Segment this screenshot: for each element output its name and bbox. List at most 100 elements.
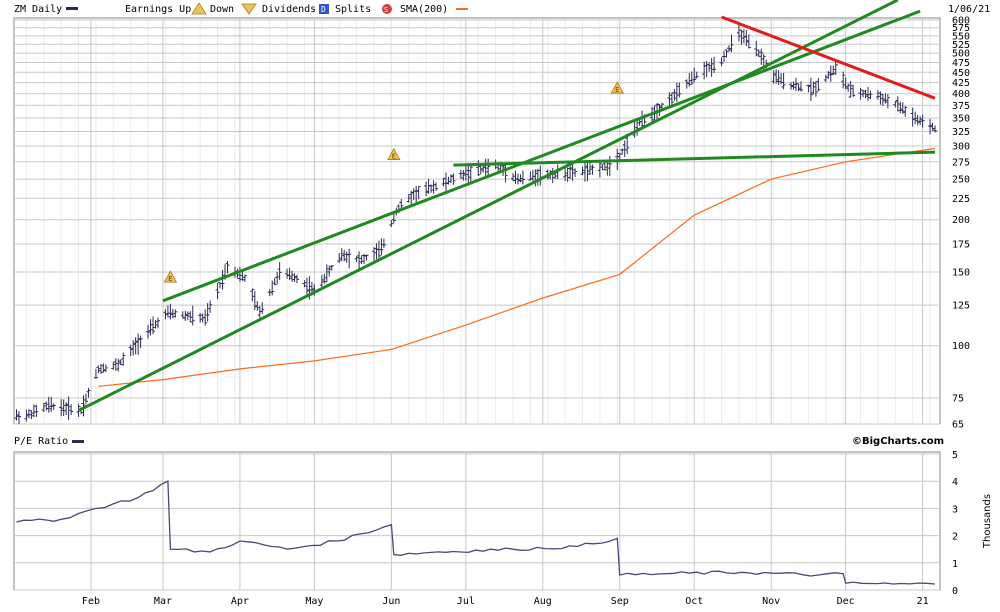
price-bar: [128, 344, 133, 357]
price-bar: [198, 313, 203, 323]
price-bar: [93, 368, 98, 379]
price-bar: [811, 81, 816, 95]
price-bar: [188, 311, 193, 323]
pe-header-band: [14, 434, 1000, 452]
price-bar: [823, 74, 828, 83]
price-bar: [481, 164, 486, 173]
price-bar: [483, 158, 488, 177]
pe-y-tick-label: 0: [952, 586, 958, 597]
price-bar: [391, 213, 396, 224]
price-bar: [903, 105, 908, 117]
price-bar: [918, 116, 923, 125]
price-bar: [287, 267, 292, 281]
price-bar: [712, 56, 717, 74]
price-bar: [875, 90, 880, 100]
price-bar: [746, 34, 751, 49]
price-bar: [893, 100, 898, 108]
price-bar: [364, 254, 369, 261]
earnings-down-icon: [241, 3, 257, 15]
price-bar: [339, 248, 344, 262]
price-bar: [29, 410, 34, 420]
price-panel-frame: [13, 17, 941, 425]
pe-title: P/E Ratio: [14, 436, 68, 447]
price-bar: [689, 71, 694, 85]
pe-y-tick-label: 4: [952, 477, 958, 488]
price-bar: [910, 107, 915, 127]
y-tick-label: 450: [952, 68, 970, 79]
price-bar: [275, 271, 280, 285]
price-bar: [153, 319, 158, 329]
y-tick-label: 75: [952, 393, 964, 404]
price-bar: [878, 91, 883, 105]
x-tick-label: Jul: [457, 596, 475, 607]
price-bar: [290, 270, 295, 282]
price-bar: [443, 172, 448, 191]
price-bar: [14, 409, 19, 421]
price-bar: [798, 81, 803, 92]
price-bar: [687, 73, 692, 87]
red-trendline: [720, 15, 936, 100]
pe-line: [16, 480, 936, 585]
price-bar: [347, 248, 352, 269]
price-bar: [913, 111, 918, 124]
y-tick-label: 575: [952, 23, 970, 34]
price-bar: [416, 185, 421, 200]
price-bar: [406, 194, 411, 203]
price-bar: [250, 288, 255, 302]
price-bar: [719, 57, 724, 67]
price-bar: [26, 409, 31, 419]
x-tick-label: Nov: [762, 596, 780, 607]
x-axis: Feb Mar Apr May Jun Jul Aug Sep Oct Nov Dec 21: [82, 596, 929, 607]
price-bar: [843, 77, 848, 90]
price-bar: [285, 268, 290, 279]
price-bar: [622, 140, 627, 157]
price-bar: [441, 177, 446, 187]
price-bar: [928, 118, 933, 135]
price-bar: [118, 359, 123, 366]
price-bar: [381, 238, 386, 249]
price-bar: [319, 274, 324, 289]
price-bar: [704, 60, 709, 78]
price-bar: [225, 261, 230, 274]
price-bar: [607, 155, 612, 177]
price-bar: [170, 308, 175, 319]
price-bar: [324, 264, 329, 283]
x-tick-label: Oct: [685, 596, 703, 607]
price-bar: [302, 280, 307, 288]
pe-legend-swatch: [72, 440, 84, 443]
price-bar: [431, 180, 436, 194]
price-bar: [121, 352, 126, 366]
price-bar: [754, 40, 759, 57]
earnings-up-icon: [191, 2, 207, 15]
price-bar: [930, 122, 935, 131]
price-bar: [515, 173, 520, 185]
price-bar: [672, 88, 677, 101]
y-tick-label: 400: [952, 89, 970, 100]
chart-date: 1/06/21: [948, 4, 990, 15]
x-tick-label: 21: [917, 596, 929, 607]
price-bar: [322, 273, 327, 284]
price-bar: [565, 167, 570, 182]
price-bar: [342, 250, 347, 262]
price-bar: [808, 77, 813, 101]
x-tick-label: Apr: [231, 596, 249, 607]
price-bar: [116, 358, 121, 372]
price-bar: [476, 160, 481, 176]
dividends-icon: D: [319, 4, 329, 14]
price-bar: [270, 280, 275, 296]
price-bar: [759, 48, 764, 65]
x-tick-label: Jun: [382, 596, 400, 607]
price-bar: [463, 166, 468, 181]
price-bar: [833, 60, 838, 75]
price-bar: [376, 240, 381, 261]
price-bar: [34, 404, 39, 418]
price-bar: [424, 181, 429, 197]
y-tick-label: 100: [952, 341, 970, 352]
y-tick-label: 375: [952, 101, 970, 112]
price-bar: [327, 265, 332, 277]
price-bar: [59, 399, 64, 417]
y-tick-label: 325: [952, 127, 970, 138]
price-bar: [826, 70, 831, 79]
pe-y-tick-label: 2: [952, 532, 958, 543]
price-bar: [503, 165, 508, 183]
